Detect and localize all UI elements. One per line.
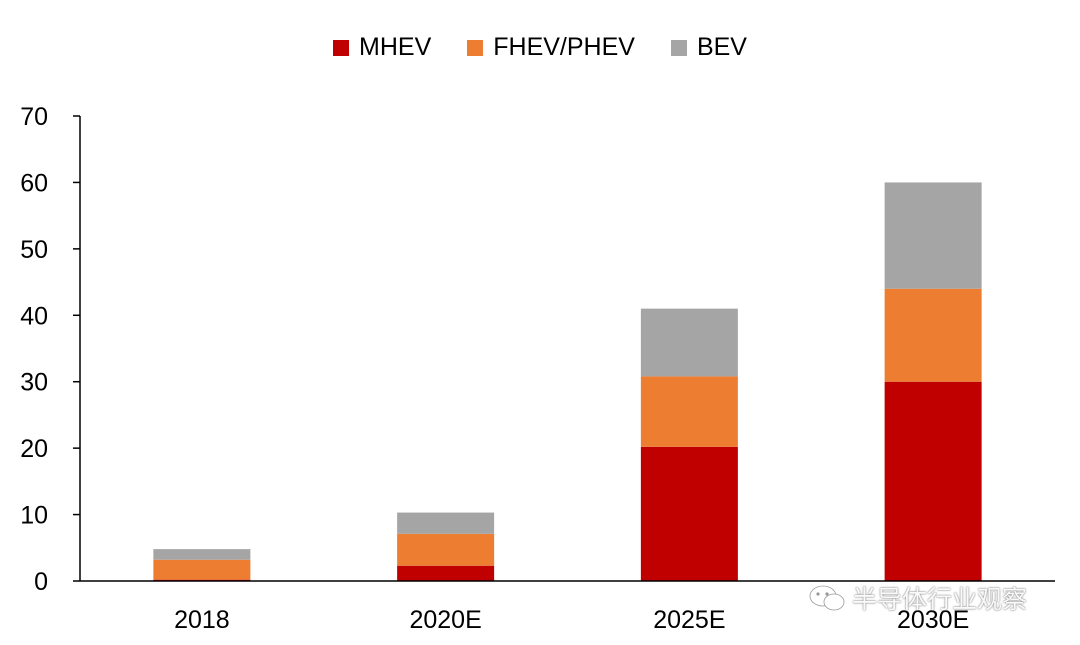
y-tick-label: 10 [20, 502, 48, 530]
y-tick-label: 70 [20, 103, 48, 131]
legend-swatch [467, 39, 484, 56]
legend-label: BEV [696, 33, 747, 61]
legend: MHEV FHEV/PHEV BEV [0, 33, 1080, 62]
x-tick-label: 2020E [409, 606, 481, 634]
bar-fhev-phev-2018 [153, 559, 251, 580]
bar-bev-2030e [884, 182, 982, 289]
y-tick-label: 30 [20, 369, 48, 397]
y-tick-label: 0 [34, 568, 48, 596]
legend-item-fhev-phev: FHEV/PHEV [467, 33, 635, 62]
watermark: 半导体行业观察 [808, 580, 1027, 616]
bar-mhev-2020e [397, 565, 495, 581]
y-tick-label: 60 [20, 169, 48, 197]
bars-group [153, 182, 982, 581]
y-tick-label: 20 [20, 435, 48, 463]
bar-mhev-2030e [884, 381, 982, 581]
legend-swatch [670, 39, 687, 56]
wechat-icon [808, 584, 845, 611]
bar-mhev-2025e [640, 446, 738, 581]
x-tick-label: 2030E [897, 606, 969, 634]
legend-label: FHEV/PHEV [493, 33, 635, 61]
bar-fhev-phev-2020e [397, 533, 495, 566]
legend-item-mhev: MHEV [333, 33, 431, 62]
legend-swatch [333, 39, 350, 56]
x-tick-label: 2025E [653, 606, 725, 634]
bar-bev-2020e [397, 512, 495, 534]
bar-bev-2018 [153, 549, 251, 560]
axes-group: 2018 2020E 2025E 2030E 0 10 20 30 40 50 60 70 [20, 103, 1055, 634]
bar-fhev-phev-2030e [884, 288, 982, 382]
y-tick-label: 50 [20, 236, 48, 264]
watermark-text: 半导体行业观察 [852, 586, 1028, 614]
legend-item-bev: BEV [670, 33, 747, 62]
bar-bev-2025e [640, 308, 738, 377]
x-tick-label: 2018 [174, 606, 230, 634]
legend-label: MHEV [359, 33, 432, 61]
y-tick-label: 40 [20, 302, 48, 330]
bar-fhev-phev-2025e [640, 376, 738, 447]
